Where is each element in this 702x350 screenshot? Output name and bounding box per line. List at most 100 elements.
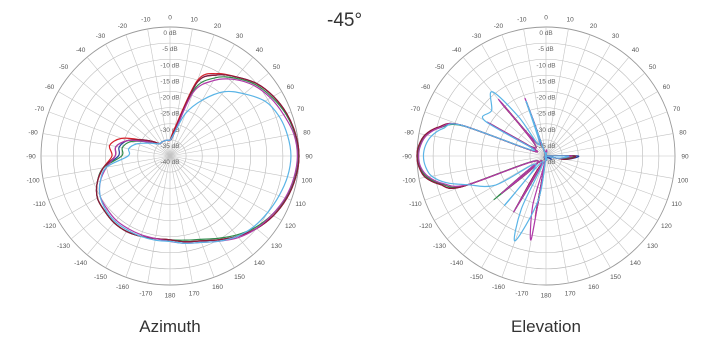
azimuth-angle-label: -70	[35, 106, 45, 113]
elevation-angle-label: 40	[632, 47, 640, 54]
elevation-spoke	[545, 28, 569, 157]
azimuth-spoke	[125, 155, 171, 278]
azimuth-spoke	[169, 133, 298, 157]
azimuth-angle-label: 80	[303, 129, 311, 136]
azimuth-spoke	[169, 155, 292, 201]
elevation-angle-label: -170	[515, 290, 528, 297]
elevation-radial-label: -20 dB	[536, 95, 555, 102]
azimuth-angle-label: 70	[297, 106, 305, 113]
elevation-angle-label: -50	[435, 64, 445, 71]
azimuth-radial-label: -30 dB	[160, 127, 179, 134]
azimuth-spoke	[70, 155, 171, 240]
azimuth-series-line	[95, 74, 300, 243]
azimuth-angle-label: -40	[76, 47, 86, 54]
elevation-angle-label: 130	[647, 243, 658, 250]
elevation-angle-label: -130	[433, 243, 446, 250]
azimuth-angle-label: 150	[234, 274, 245, 281]
elevation-angle-label: 10	[567, 17, 575, 24]
azimuth-angle-label: -140	[74, 260, 87, 267]
elevation-spoke	[545, 155, 630, 256]
elevation-spoke	[545, 155, 569, 284]
elevation-angle-label: -110	[409, 201, 422, 208]
azimuth-angle-label: -60	[45, 84, 55, 91]
elevation-angle-label: -150	[470, 274, 483, 281]
azimuth-caption: Azimuth	[139, 317, 201, 336]
azimuth-spoke	[169, 56, 254, 157]
azimuth-series-line	[95, 76, 299, 241]
azimuth-spoke	[169, 155, 235, 268]
elevation-angle-label: -70	[411, 106, 421, 113]
azimuth-spoke	[58, 155, 171, 221]
elevation-spoke	[545, 111, 668, 157]
azimuth-spoke	[86, 56, 171, 157]
azimuth-angle-label: 50	[273, 64, 281, 71]
elevation-radial-label: -25 dB	[536, 111, 555, 118]
elevation-angle-label: -160	[492, 284, 505, 291]
azimuth-spoke	[86, 155, 171, 256]
elevation-angle-label: -80	[404, 129, 414, 136]
elevation-angle-label: 50	[649, 64, 657, 71]
elevation-spoke	[501, 155, 547, 278]
azimuth-angle-label: -30	[96, 33, 106, 40]
azimuth-series-line	[95, 74, 300, 243]
elevation-angle-label: 150	[610, 274, 621, 281]
elevation-spoke	[545, 133, 674, 157]
azimuth-spoke	[169, 155, 282, 221]
elevation-polar-plot: 0 dB -5 dB -10 dB -15 dB -20 dB -25 dB -30 dB -…	[402, 15, 689, 300]
elevation-angle-label: 100	[677, 178, 688, 185]
elevation-angle-label: -120	[419, 223, 432, 230]
elevation-spoke	[545, 34, 591, 157]
elevation-spoke	[545, 155, 658, 221]
azimuth-spoke	[169, 72, 270, 157]
azimuth-radial-label: -40 dB	[160, 159, 179, 166]
elevation-angle-label: -100	[403, 178, 416, 185]
elevation-angle-label: -30	[472, 33, 482, 40]
elevation-radial-label: -30 dB	[536, 127, 555, 134]
elevation-angle-label: 140	[630, 260, 641, 267]
elevation-angle-label: 0	[544, 15, 548, 22]
elevation-spoke	[545, 155, 591, 278]
azimuth-angle-label: 170	[189, 290, 200, 297]
elevation-spoke	[523, 28, 547, 157]
azimuth-angle-label: -170	[139, 290, 152, 297]
azimuth-spoke	[169, 34, 215, 157]
azimuth-radial-label: -20 dB	[160, 95, 179, 102]
elevation-angle-label: -60	[421, 84, 431, 91]
azimuth-spoke	[125, 34, 171, 157]
elevation-radial-label: -10 dB	[536, 62, 555, 69]
azimuth-angle-label: 0	[168, 15, 172, 22]
azimuth-spoke	[169, 155, 254, 256]
elevation-caption: Elevation	[511, 317, 581, 336]
figure-title: -45°	[327, 10, 363, 31]
elevation-angle-label: 120	[661, 223, 672, 230]
azimuth-angle-label: 110	[295, 201, 306, 208]
elevation-angle-label: 180	[541, 293, 552, 300]
azimuth-angle-label: 100	[301, 178, 312, 185]
elevation-series-line	[422, 91, 570, 242]
elevation-angle-label: -90	[402, 154, 412, 161]
azimuth-spoke	[105, 155, 171, 268]
elevation-angle-label: 90	[681, 154, 689, 161]
azimuth-angle-label: -110	[33, 201, 46, 208]
azimuth-radial-label: 0 dB	[163, 30, 176, 37]
azimuth-radial-label: -25 dB	[160, 111, 179, 118]
azimuth-polar-plot: 0 dB -5 dB -10 dB -15 dB -20 dB -25 dB -30 dB -…	[26, 15, 313, 300]
elevation-angle-label: 80	[679, 129, 687, 136]
elevation-radial-label: -35 dB	[536, 143, 555, 150]
elevation-spoke	[545, 56, 630, 157]
azimuth-angle-label: -130	[57, 243, 70, 250]
azimuth-angle-label: 40	[256, 47, 264, 54]
elevation-angle-label: -40	[452, 47, 462, 54]
azimuth-angle-label: -20	[118, 23, 128, 30]
elevation-radial-label: -40 dB	[536, 159, 555, 166]
elevation-angle-label: -140	[450, 260, 463, 267]
elevation-spoke	[418, 133, 547, 157]
azimuth-angle-label: 140	[254, 260, 265, 267]
elevation-angle-label: 60	[663, 84, 671, 91]
azimuth-spoke	[58, 91, 171, 157]
azimuth-angle-label: -50	[59, 64, 69, 71]
elevation-spoke	[545, 155, 646, 240]
elevation-spoke	[545, 155, 668, 201]
azimuth-angle-label: -160	[116, 284, 129, 291]
